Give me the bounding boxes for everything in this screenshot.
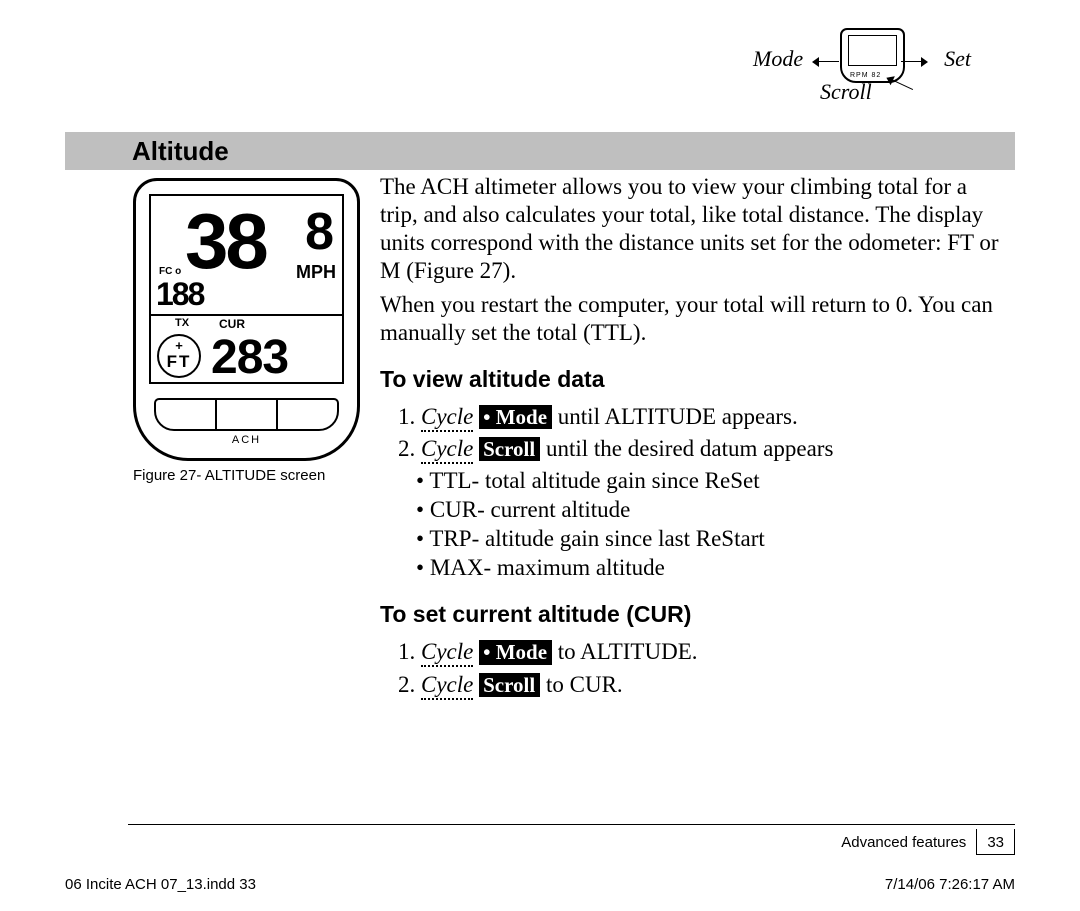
device-illustration: 38 8 MPH FC o 188 TX CUR + FT 283 ACH [133, 178, 360, 461]
cycle-action: Cycle [421, 672, 473, 700]
view-step-1: 1. Cycle Mode until ALTITUDE appears. [398, 403, 1010, 431]
list-item: TTL- total altitude gain since ReSet [416, 467, 1010, 496]
tx-label: TX [175, 317, 189, 329]
mode-button-label: Mode [479, 640, 552, 664]
screen-divider [151, 314, 342, 316]
device-thumbnail-icon: RPM 82 [840, 28, 905, 83]
datum-bullet-list: TTL- total altitude gain since ReSet CUR… [416, 467, 1010, 582]
cycle-action: Cycle [421, 639, 473, 667]
print-timestamp-meta: 7/14/06 7:26:17 AM [885, 876, 1015, 893]
list-item: CUR- current altitude [416, 496, 1010, 525]
print-file-meta: 06 Incite ACH 07_13.indd 33 [65, 876, 256, 893]
arrow-left-icon [817, 61, 839, 62]
speed-digits-tenths: 8 [305, 202, 334, 262]
section-title-bar: Altitude [65, 132, 1015, 170]
setcur-step-2: 2. Cycle Scroll to CUR. [398, 671, 1010, 699]
steps-setcur: 1. Cycle Mode to ALTITUDE. 2. Cycle Scro… [398, 638, 1010, 698]
steps-view: 1. Cycle Mode until ALTITUDE appears. 2.… [398, 403, 1010, 582]
device-screen: 38 8 MPH FC o 188 TX CUR + FT 283 [149, 194, 344, 384]
device-buttons-icon [154, 398, 339, 431]
speed-digits-main: 38 [185, 196, 266, 287]
mode-button-label: Mode [479, 405, 552, 429]
ft-indicator-icon: + FT [157, 334, 201, 378]
section-title: Altitude [132, 136, 229, 167]
body-content: The ACH altimeter allows you to view you… [380, 173, 1010, 703]
view-step-2: 2. Cycle Scroll until the desired datum … [398, 435, 1010, 463]
page-number: 33 [976, 829, 1015, 855]
figure-27: 38 8 MPH FC o 188 TX CUR + FT 283 ACH Fi… [133, 178, 360, 484]
setcur-step-1: 1. Cycle Mode to ALTITUDE. [398, 638, 1010, 666]
intro-paragraph-1: The ACH altimeter allows you to view you… [380, 173, 1010, 285]
device-model-label: ACH [136, 434, 357, 446]
arrow-down-icon [891, 79, 913, 90]
figure-caption: Figure 27- ALTITUDE screen [133, 467, 360, 484]
altitude-digits: 283 [211, 330, 288, 385]
legend-set-label: Set [944, 46, 971, 72]
manual-page: Mode Set Scroll RPM 82 Altitude 38 8 MPH… [0, 0, 1080, 911]
cycle-action: Cycle [421, 436, 473, 464]
heading-set-cur: To set current altitude (CUR) [380, 600, 1010, 628]
footer-right: Advanced features 33 [841, 829, 1015, 855]
cur-label: CUR [219, 317, 245, 331]
list-item: TRP- altitude gain since last ReStart [416, 525, 1010, 554]
button-legend-diagram: Mode Set Scroll RPM 82 [735, 28, 985, 123]
scroll-button-label: Scroll [479, 673, 540, 697]
footer-section-name: Advanced features [841, 829, 976, 855]
legend-mode-label: Mode [753, 46, 803, 72]
arrow-right-icon [901, 61, 923, 62]
intro-paragraph-2: When you restart the computer, your tota… [380, 291, 1010, 347]
scroll-button-label: Scroll [479, 437, 540, 461]
footer-rule [128, 824, 1015, 825]
mph-label: MPH [296, 262, 336, 283]
cycle-action: Cycle [421, 404, 473, 432]
cadence-digits: 188 [156, 276, 203, 313]
heading-view-altitude: To view altitude data [380, 365, 1010, 393]
list-item: MAX- maximum altitude [416, 554, 1010, 583]
